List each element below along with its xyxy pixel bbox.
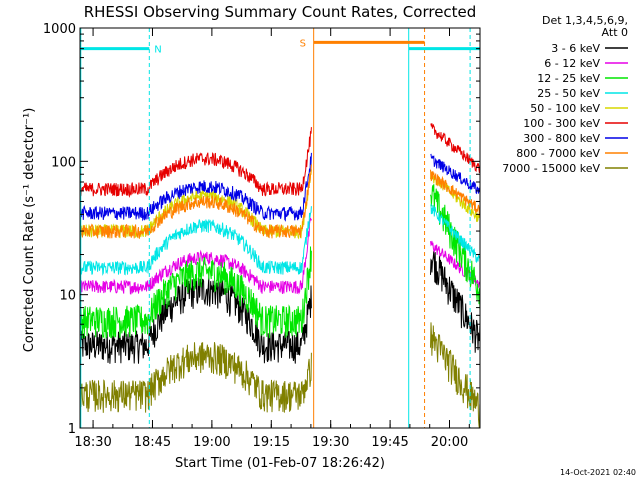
- annotation-label-2: S: [300, 38, 306, 49]
- x-tick-label-0: 18:30: [74, 435, 111, 450]
- series-line-6-a: [80, 152, 312, 222]
- annotation-label-0: N: [154, 45, 161, 56]
- series-line-2-b: [430, 184, 480, 310]
- y-axis-label: Corrected Count Rate (s⁻¹ detector⁻¹): [22, 108, 37, 353]
- legend-label-5: 100 - 300 keV: [523, 117, 600, 130]
- legend-label-2: 12 - 25 keV: [537, 72, 600, 85]
- legend-label-3: 25 - 50 keV: [537, 87, 600, 100]
- series-line-0-b: [430, 251, 480, 353]
- series-line-5-b: [430, 123, 480, 173]
- legend: Det 1,3,4,5,6,9,Att 03 - 6 keV 6 - 12 keV…: [502, 14, 628, 175]
- annotation-layer: NS: [80, 28, 480, 428]
- series-line-5-a: [80, 127, 312, 198]
- y-tick-label-3: 1000: [43, 22, 76, 37]
- legend-label-6: 300 - 800 keV: [523, 132, 600, 145]
- plot-frame: [79, 27, 481, 429]
- x-tick-label-4: 19:30: [312, 435, 349, 450]
- series-line-8-a: [80, 342, 312, 413]
- series-line-8-b: [430, 322, 480, 428]
- plot-area: [80, 123, 480, 428]
- x-axis-label: Start Time (01-Feb-07 18:26:42): [175, 456, 385, 471]
- legend-header-1: Att 0: [602, 26, 628, 39]
- series-line-6-b: [430, 153, 480, 195]
- legend-label-0: 3 - 6 keV: [551, 42, 600, 55]
- series-line-1-a: [80, 217, 312, 295]
- series-line-7-b: [430, 169, 480, 216]
- series-line-7-a: [80, 164, 312, 240]
- axes-layer: 18:30 18:45 19:00 19:15 19:30 19:45 20:00 1 10 10…: [43, 22, 481, 450]
- series-group: [80, 123, 480, 428]
- y-tick-label-2: 100: [51, 155, 76, 170]
- x-tick-label-1: 18:45: [134, 435, 171, 450]
- series-line-0-a: [80, 277, 312, 364]
- series-line-3-b: [430, 203, 480, 264]
- y-tick-label-0: 1: [68, 422, 76, 437]
- series-line-3-a: [80, 206, 312, 277]
- series-line-2-a: [80, 246, 312, 339]
- legend-label-4: 50 - 100 keV: [530, 102, 600, 115]
- y-tick-label-1: 10: [59, 289, 76, 304]
- x-tick-label-2: 19:00: [193, 435, 230, 450]
- chart-title: RHESSI Observing Summary Count Rates, Co…: [84, 3, 477, 21]
- x-tick-label-3: 19:15: [253, 435, 290, 450]
- legend-label-1: 6 - 12 keV: [544, 57, 600, 70]
- footer-timestamp: 14-Oct-2021 02:40: [560, 468, 636, 477]
- legend-header-0: Det 1,3,4,5,6,9,: [542, 14, 628, 27]
- legend-label-8: 7000 - 15000 keV: [502, 162, 600, 175]
- x-tick-label-5: 19:45: [371, 435, 408, 450]
- legend-label-7: 800 - 7000 keV: [516, 147, 600, 160]
- x-tick-label-6: 20:00: [431, 435, 468, 450]
